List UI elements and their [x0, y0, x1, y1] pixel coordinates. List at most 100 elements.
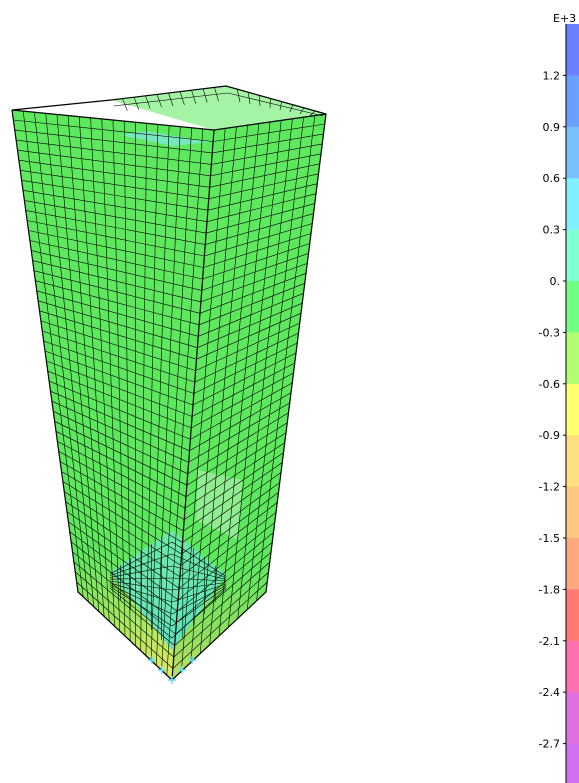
- legend-exponent: E+3: [553, 12, 576, 25]
- mesh-line: [25, 210, 206, 245]
- top-edge-left: [11, 109, 215, 131]
- mesh-line: [72, 551, 176, 635]
- mesh-line: [201, 253, 309, 291]
- legend-tick-label: 0.9: [543, 121, 561, 134]
- inner-top-patch: [120, 131, 210, 146]
- mesh-line: [32, 260, 201, 303]
- mesh-line: [181, 482, 280, 555]
- mesh-line: [44, 350, 194, 406]
- mesh-line: [22, 190, 208, 222]
- mesh-line: [109, 584, 173, 615]
- mesh-line: [33, 270, 201, 314]
- mesh-line: [61, 471, 183, 543]
- mesh-line: [187, 412, 289, 475]
- inner-wall-face: [111, 86, 326, 130]
- legend-band: [566, 743, 579, 783]
- inner-lower-face: [110, 530, 226, 650]
- mesh-line: [171, 583, 227, 603]
- legend-tick-labels: 1.2 0.9 0.6 0.3 0. -0.3 -0.6 -0.9 -1.2 -1.5 -1.8 -2…: [539, 69, 566, 751]
- legend-tick-label: -2.7: [539, 738, 560, 751]
- model-outline: [11, 85, 327, 681]
- mesh-line: [178, 512, 277, 589]
- mesh-line: [213, 123, 325, 142]
- mesh-line: [194, 332, 299, 383]
- legend-band: [566, 75, 579, 128]
- mesh-line: [18, 159, 210, 188]
- mesh-line: [172, 581, 268, 669]
- mesh-line: [109, 582, 173, 603]
- mesh-line: [171, 585, 227, 615]
- mesh-line: [212, 133, 324, 154]
- mesh-line: [43, 340, 194, 394]
- mesh-line: [183, 462, 283, 532]
- mesh-line: [70, 541, 177, 623]
- support-marker: [188, 656, 196, 664]
- legend-tick-label: -0.3: [539, 326, 560, 339]
- mesh-line: [76, 581, 174, 669]
- mesh-line: [109, 580, 173, 591]
- mesh-line: [113, 92, 229, 107]
- mesh-line: [54, 421, 188, 486]
- legend-tick-label: 0.: [550, 275, 561, 288]
- mesh-line: [20, 170, 209, 200]
- mesh-line: [50, 390, 190, 452]
- mesh-line: [109, 541, 173, 575]
- mesh-line: [21, 180, 208, 211]
- mesh-line: [36, 290, 199, 337]
- mesh-line: [73, 561, 175, 646]
- mesh-line: [206, 193, 317, 222]
- mesh-line: [196, 312, 302, 360]
- legend-band: [566, 589, 579, 642]
- top-edge-right: [213, 113, 327, 131]
- mesh-line: [208, 173, 319, 200]
- mesh-line: [13, 119, 214, 142]
- legend-band: [566, 281, 579, 333]
- support-marker: [158, 666, 166, 674]
- legend-tick-label: 1.2: [543, 69, 561, 82]
- legend-band: [566, 538, 579, 590]
- mesh-line: [207, 183, 318, 211]
- legend-tick-label: -1.5: [539, 532, 560, 545]
- legend-tick-label: 0.6: [543, 172, 561, 185]
- mesh-line: [29, 240, 203, 280]
- legend-tick-label: -2.1: [539, 635, 560, 648]
- mesh-line: [227, 92, 324, 117]
- support-markers: [148, 656, 196, 684]
- mesh-line: [211, 143, 323, 165]
- mesh-line: [203, 233, 312, 268]
- legend-tick-label: -2.4: [539, 686, 560, 699]
- mesh-line: [16, 139, 212, 165]
- legend-band: [566, 24, 579, 76]
- legend-tick-label: -1.8: [539, 583, 560, 596]
- mesh-line: [184, 442, 285, 509]
- mesh-line: [68, 521, 179, 601]
- legend-band: [566, 640, 579, 693]
- mesh-line: [200, 263, 308, 303]
- mesh-line: [109, 586, 173, 627]
- mesh-line: [180, 492, 279, 566]
- mesh-line: [75, 571, 174, 658]
- legend-band: [566, 692, 579, 745]
- mesh-line: [204, 223, 313, 257]
- mesh-line: [14, 129, 213, 154]
- legend-band: [566, 178, 579, 231]
- mesh-line: [58, 451, 185, 520]
- mesh-line: [53, 411, 188, 475]
- mesh-line: [205, 213, 314, 245]
- mesh-line: [109, 587, 173, 639]
- mesh-line: [55, 431, 187, 497]
- mesh-line: [171, 582, 227, 591]
- mesh-line: [66, 511, 180, 589]
- mesh-line: [191, 362, 295, 417]
- mesh-line: [171, 586, 227, 627]
- legend-band: [566, 383, 579, 436]
- support-marker: [168, 676, 176, 684]
- mesh-line: [191, 372, 294, 429]
- mesh-line: [188, 402, 290, 463]
- mesh-line: [47, 370, 192, 429]
- mesh-line: [46, 360, 193, 417]
- mesh-line: [210, 153, 322, 177]
